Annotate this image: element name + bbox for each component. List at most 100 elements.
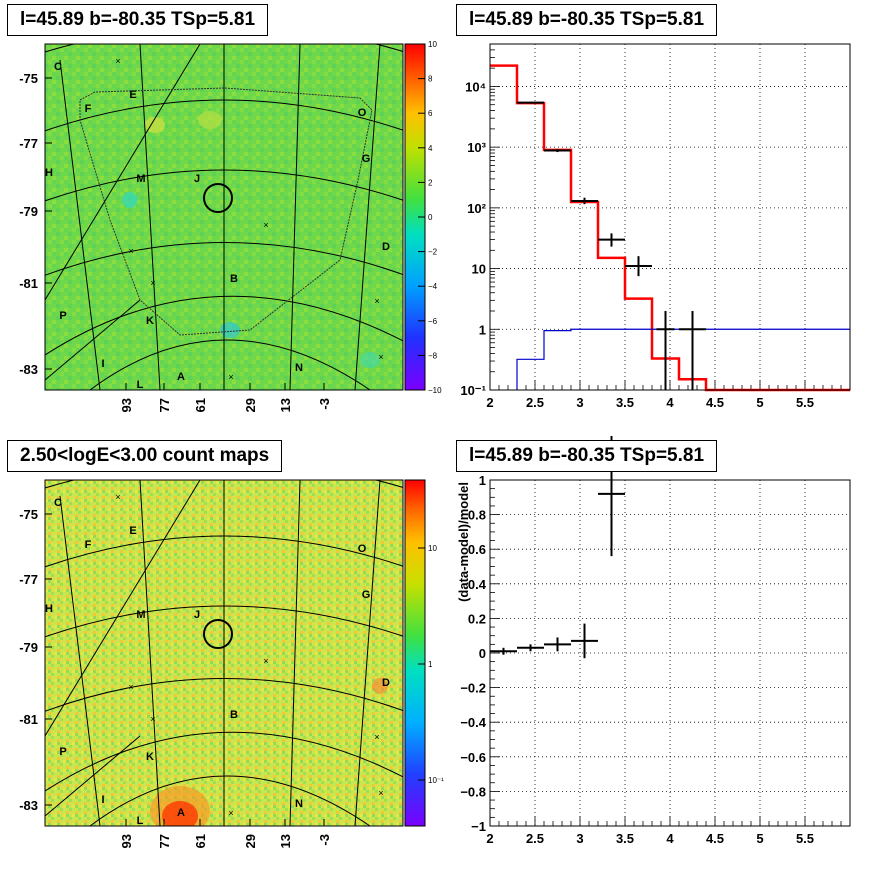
lon-tick-label: -3 [317,398,332,410]
lon-tick-label: 29 [243,398,258,412]
count-colorbar [405,480,425,826]
model-background-step-line [516,328,850,390]
lat-tick-label: -79 [19,204,38,219]
region-label-d: D [382,677,390,689]
residual-data-point [571,623,598,659]
x-tick-label: 5 [756,831,763,846]
region-label-b: B [230,709,238,721]
colorbar-tick-label: 10⁻¹ [428,776,444,785]
colorbar-tick-label: −6 [428,317,438,326]
x-tick-label: 4 [666,831,674,846]
region-label-p: P [59,746,66,758]
colorbar-tick-label: 1 [428,660,433,669]
region-label-g: G [362,589,371,601]
y-tick-label: −0.6 [460,750,486,765]
y-tick-label: −0.8 [460,784,486,799]
source-cross-marker: × [378,352,383,362]
residual-chart-panel: 2 2.5 3 3.5 4 4.5 5 5.5 1 0.8 0.6 0.4 0.2 0 −0.2 −0.4 −0… [448,436,896,872]
region-label-a: A [177,807,185,819]
count-map-panel: C E F O G H M J D B P K I L A N × × × × × × × 10 1 10⁻¹ -75 -77 -7… [0,436,448,872]
y-tick-label: −1 [471,819,486,834]
lat-tick-label: -83 [19,798,38,813]
y-tick-label: 10⁴ [465,79,486,94]
lon-tick-label: 29 [243,834,258,848]
lat-tick-label: -83 [19,362,38,377]
source-cross-marker: × [115,492,120,502]
source-cross-marker: × [374,732,379,742]
spectrum-data-point [679,311,706,390]
region-label-n: N [295,362,303,374]
lon-tick-label: 13 [278,834,293,848]
count-source-marker-circle [203,619,233,649]
region-label-k: K [146,315,154,327]
region-label-l: L [137,379,144,391]
residual-map: C E F O G H M J D B P K I L A N × × × × × × × 10 8 6 4 2 0 −2 −4 −6 −8 −… [19,40,442,412]
residual-data-point [490,647,517,655]
x-tick-label: 3 [576,395,583,410]
y-tick-label: −0.4 [460,715,486,730]
region-label-l: L [137,815,144,827]
y-tick-label: −0.2 [460,681,486,696]
x-tick-label: 3.5 [616,831,634,846]
count-map: C E F O G H M J D B P K I L A N × × × × × × × 10 1 10⁻¹ -75 -77 -7… [19,479,444,848]
region-label-f: F [85,539,92,551]
lat-tick-label: -77 [19,136,38,151]
residual-map-title: l=45.89 b=-80.35 TSp=5.81 [7,4,269,36]
spectrum-data-point [544,149,571,153]
region-label-j: J [194,609,200,621]
region-label-m: M [136,609,145,621]
spectrum-data-point [598,233,625,247]
residual-data-point [544,637,571,652]
colorbar-tick-label: 0 [428,213,433,222]
y-tick-label: 10⁻¹ [460,383,486,398]
source-cross-marker: × [115,56,120,66]
region-label-d: D [382,241,390,253]
colorbar-tick-label: 4 [428,144,433,153]
region-label-c: C [54,61,62,73]
lat-tick-label: -79 [19,640,38,655]
y-axis-label: (data-model)/model [456,482,471,602]
lat-tick-label: -77 [19,572,38,587]
region-label-i: I [101,358,104,370]
source-cross-marker: × [128,246,133,256]
lat-tick-label: -81 [19,276,38,291]
region-label-o: O [358,107,367,119]
count-map-title: 2.50<logE<3.00 count maps [7,440,283,472]
region-label-n: N [295,798,303,810]
region-label-h: H [45,167,53,179]
region-label-f: F [85,103,92,115]
region-label-j: J [194,173,200,185]
region-label-e: E [129,89,136,101]
source-marker-circle [203,183,233,213]
x-tick-label: 5 [756,395,763,410]
y-tick-label: 0 [479,646,486,661]
region-label-e: E [129,525,136,537]
spectrum-panel: 2 2.5 3 3.5 4 4.5 5 5.5 10⁻¹ 1 10 10² 10³ 10⁴ l=45.89… [448,0,896,436]
colorbar-tick-label: −2 [428,248,438,257]
colorbar-tick-label: 6 [428,109,433,118]
lat-tick-label: -81 [19,712,38,727]
lat-tick-label: -75 [19,507,38,522]
spectrum-data-point [656,311,675,390]
colorbar-tick-label: 8 [428,75,433,84]
x-tick-label: 3 [576,831,583,846]
x-tick-label: 3.5 [616,395,634,410]
x-tick-label: 4 [666,395,674,410]
lon-tick-label: 93 [119,398,134,412]
lon-tick-label: 61 [193,398,208,412]
region-label-p: P [59,310,66,322]
lon-tick-label: 93 [119,834,134,848]
region-label-m: M [136,173,145,185]
source-cross-marker: × [228,372,233,382]
region-label-b: B [230,273,238,285]
residual-chart: 2 2.5 3 3.5 4 4.5 5 5.5 1 0.8 0.6 0.4 0.2 0 −0.2 −0.4 −0… [456,436,851,846]
x-tick-label: 2.5 [526,395,544,410]
colorbar-tick-label: 2 [428,178,433,187]
lon-tick-label: 61 [193,834,208,848]
x-tick-label: 4.5 [706,395,724,410]
y-tick-label: 10 [472,262,486,277]
residual-colorbar [405,44,425,390]
x-tick-label: 2.5 [526,831,544,846]
x-tick-label: 5.5 [796,395,814,410]
source-cross-marker: × [263,220,268,230]
